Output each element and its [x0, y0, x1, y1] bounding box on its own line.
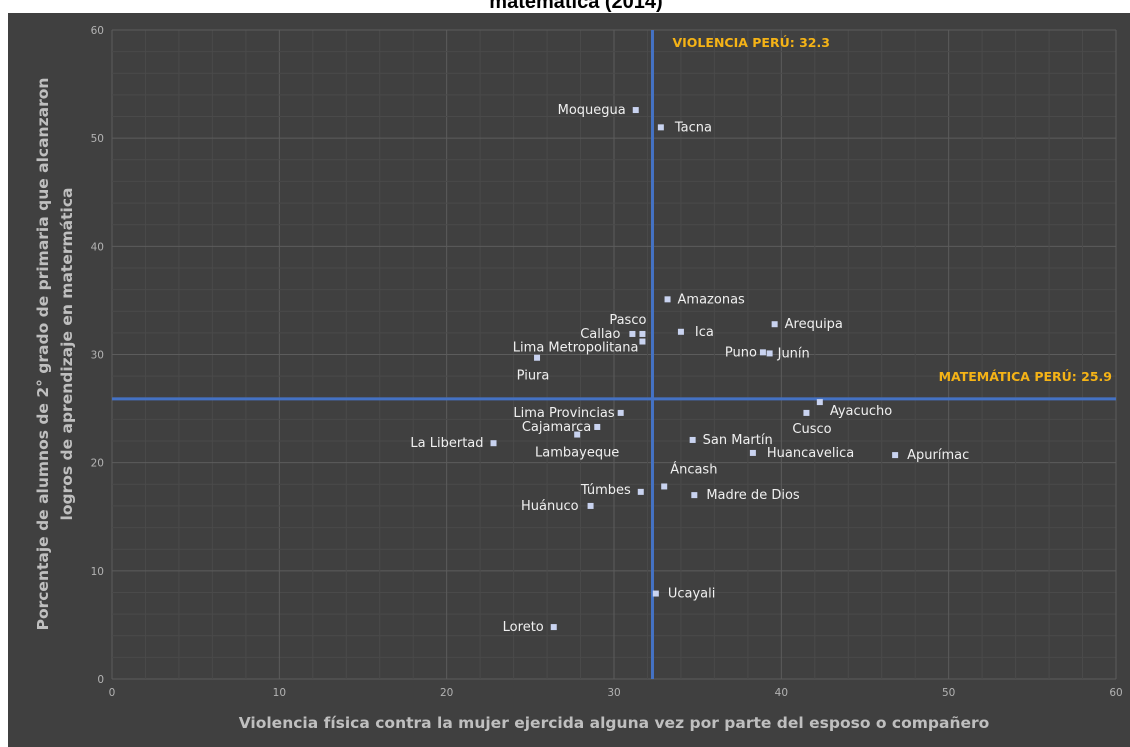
data-point-marker	[617, 409, 624, 416]
chart-area-background	[8, 13, 1130, 747]
x-tick-label: 10	[273, 687, 286, 699]
data-point-label: La Libertad	[410, 436, 483, 451]
x-tick-label: 40	[775, 687, 788, 699]
data-point-marker	[759, 349, 766, 356]
data-point-marker	[816, 399, 823, 406]
x-tick-label: 0	[109, 687, 116, 699]
data-point-label: Moquegua	[558, 103, 626, 118]
y-tick-label: 10	[91, 566, 104, 578]
data-point-marker	[661, 483, 668, 490]
x-tick-label: 20	[440, 687, 453, 699]
y-tick-label: 60	[91, 25, 104, 37]
data-point-label: Áncash	[670, 461, 717, 477]
axis-ticks: 0 10 20 30 40 50 60 0 10 20 30 40 50 60	[91, 25, 1123, 699]
chart-title: matemática (2014)	[489, 0, 662, 13]
y-axis-title-line-2: logros de aprendizaje en matermática	[58, 188, 76, 521]
data-point-marker	[803, 409, 810, 416]
data-point-marker	[639, 338, 646, 345]
gridlines	[111, 29, 1117, 680]
y-tick-label: 20	[91, 458, 104, 470]
y-axis-title-line-1: Porcentaje de alumnos de 2° grado de pri…	[34, 78, 52, 631]
data-point-label: Túmbes	[580, 483, 631, 498]
data-point-marker	[677, 328, 684, 335]
data-points: Moquegua Tacna Amazonas Arequipa PascoCallao…	[410, 103, 969, 635]
data-point-label: Tacna	[674, 120, 712, 135]
data-point-label: Apurímac	[907, 448, 969, 463]
data-point-marker	[534, 354, 541, 361]
data-point-label: San Martín	[703, 433, 773, 448]
data-point-label: Ica	[695, 325, 714, 340]
data-point-label: Lambayeque	[535, 446, 619, 461]
data-point-marker	[657, 124, 664, 131]
data-point-marker	[664, 296, 671, 303]
x-tick-label: 30	[607, 687, 620, 699]
data-point-label: Ayacucho	[830, 404, 892, 419]
data-point-label: Piura	[517, 369, 550, 384]
reference-lines: VIOLENCIA PERÚ: 32.3 MATEMÁTICA PERÚ: 25.…	[112, 30, 1116, 679]
data-point-marker	[550, 624, 557, 631]
data-point-marker	[490, 440, 497, 447]
data-point-label: Madre de Dios	[706, 488, 800, 503]
data-point-label: Cusco	[792, 422, 831, 437]
y-tick-label: 40	[91, 241, 104, 253]
matematica-reference-label: MATEMÁTICA PERÚ: 25.9	[939, 369, 1112, 384]
data-point-label: Loreto	[503, 620, 544, 635]
data-point-marker	[652, 590, 659, 597]
data-point-label: Lima Provincias	[513, 406, 615, 421]
data-point-marker	[629, 330, 636, 337]
data-point-marker	[892, 452, 899, 459]
data-point-marker	[594, 423, 601, 430]
data-point-label: Junín	[777, 346, 810, 361]
data-point-marker	[587, 502, 594, 509]
data-point-label: Huánuco	[521, 499, 579, 514]
data-point-marker	[637, 488, 644, 495]
data-point-marker	[766, 350, 773, 357]
data-point-marker	[632, 107, 639, 114]
data-point-label: Puno	[725, 345, 757, 360]
x-tick-label: 60	[1109, 687, 1122, 699]
data-point-label: Pasco	[609, 313, 646, 328]
data-point-marker	[749, 449, 756, 456]
y-tick-label: 50	[91, 133, 104, 145]
y-tick-label: 30	[91, 350, 104, 362]
data-point-label: Amazonas	[678, 292, 746, 307]
y-tick-label: 0	[97, 674, 104, 686]
data-point-marker	[689, 436, 696, 443]
data-point-label: Ucayali	[668, 587, 716, 602]
data-point-label: Cajamarca	[522, 420, 591, 435]
data-point-label: Arequipa	[785, 317, 843, 332]
data-point-marker	[574, 431, 581, 438]
x-axis-title: Violencia física contra la mujer ejercid…	[239, 714, 990, 732]
data-point-label: Huancavelica	[767, 446, 854, 461]
data-point-marker	[771, 321, 778, 328]
data-point-marker	[639, 330, 646, 337]
data-point-label: Callao	[580, 327, 620, 342]
x-tick-label: 50	[942, 687, 955, 699]
data-point-marker	[691, 492, 698, 499]
data-point-label: Lima Metropolitana	[513, 341, 639, 356]
violencia-reference-label: VIOLENCIA PERÚ: 32.3	[672, 35, 829, 50]
